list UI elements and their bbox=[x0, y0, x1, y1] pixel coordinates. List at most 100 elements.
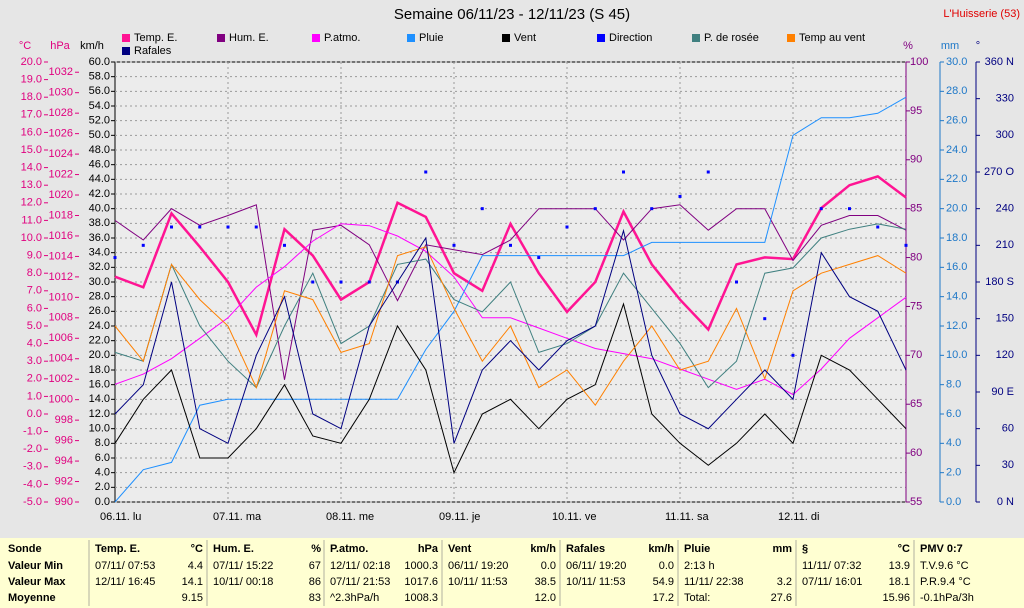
cell-value: 38.5 bbox=[535, 576, 556, 588]
cell-value: 27.6 bbox=[771, 592, 792, 604]
direction-point bbox=[904, 243, 908, 247]
series-line bbox=[114, 228, 907, 445]
y-tick-label: 1.0 bbox=[27, 390, 42, 402]
column-header: Vent bbox=[448, 543, 472, 555]
y-tick-label: 90 E bbox=[991, 386, 1014, 398]
cell-value: 0.0 bbox=[541, 560, 556, 572]
y-tick-label: 48.0 bbox=[89, 144, 110, 156]
row-label: Sonde bbox=[8, 543, 42, 555]
x-tick-label: 11.11. sa bbox=[665, 511, 710, 523]
y-tick-label: 18.0 bbox=[946, 232, 967, 244]
series-line bbox=[114, 302, 907, 475]
legend-label: P.atmo. bbox=[324, 32, 361, 44]
series-line bbox=[114, 175, 907, 339]
y-tick-label: 38.0 bbox=[89, 217, 110, 229]
station: L'Huisserie (53) bbox=[943, 8, 1020, 20]
direction-point bbox=[113, 256, 117, 260]
direction-point bbox=[819, 207, 823, 211]
y-tick-label: 75 bbox=[910, 300, 922, 312]
legend-swatch bbox=[787, 34, 795, 42]
y-tick-label: 990 bbox=[55, 496, 73, 508]
y-tick-label: 6.0 bbox=[95, 452, 110, 464]
legend-label: Temp. E. bbox=[134, 32, 177, 44]
y-tick-label: 1016 bbox=[49, 230, 73, 242]
chart-title: Semaine 06/11/23 - 12/11/23 (S 45) bbox=[394, 6, 630, 23]
direction-point bbox=[509, 243, 512, 247]
y-tick-label: 4.0 bbox=[27, 338, 42, 350]
y-tick-label: 20.0 bbox=[89, 349, 110, 361]
y-tick-label: 2.0 bbox=[95, 481, 110, 493]
y-tick-label: 60 bbox=[1002, 423, 1014, 435]
column-unit: mm bbox=[772, 543, 792, 555]
direction-point bbox=[537, 256, 541, 260]
cell-time: 10/11/ 00:18 bbox=[213, 576, 273, 588]
y-tick-label: 0.0 bbox=[946, 496, 961, 508]
cell-time: ^2.3hPa/h bbox=[330, 592, 379, 604]
axis-unit: % bbox=[903, 40, 913, 52]
y-tick-label: 13.0 bbox=[21, 179, 42, 191]
column-unit: % bbox=[311, 543, 321, 555]
cell-value: 3.2 bbox=[777, 576, 792, 588]
x-tick-label: 08.11. me bbox=[326, 511, 374, 523]
y-tick-label: 95 bbox=[910, 105, 922, 117]
y-tick-label: 1030 bbox=[49, 87, 73, 99]
direction-point bbox=[876, 225, 880, 229]
axis-unit: hPa bbox=[50, 40, 70, 52]
legend-swatch bbox=[407, 34, 415, 42]
y-tick-label: 65 bbox=[910, 398, 922, 410]
y-tick-label: 1006 bbox=[49, 332, 73, 344]
direction-point bbox=[593, 207, 597, 211]
direction-point bbox=[452, 243, 456, 247]
y-tick-label: 70 bbox=[910, 349, 922, 361]
y-tick-label: 8.0 bbox=[27, 267, 42, 279]
y-tick-label: 12.0 bbox=[21, 197, 42, 209]
y-tick-label: 240 bbox=[996, 203, 1014, 215]
x-tick-label: 10.11. ve bbox=[552, 511, 596, 523]
footer bbox=[0, 538, 1024, 608]
y-tick-label: 28.0 bbox=[89, 291, 110, 303]
legend-swatch bbox=[692, 34, 700, 42]
y-tick-label: 992 bbox=[55, 475, 73, 487]
y-tick-label: 100 bbox=[910, 56, 928, 68]
y-tick-label: 36.0 bbox=[89, 232, 110, 244]
direction-point bbox=[480, 207, 484, 211]
column-unit: km/h bbox=[530, 543, 556, 555]
cell-time: -0.1hPa/3h bbox=[920, 592, 974, 604]
cell-time: 12/11/ 16:45 bbox=[95, 576, 155, 588]
y-tick-label: 56.0 bbox=[89, 85, 110, 97]
y-tick-label: -5.0 bbox=[23, 496, 42, 508]
direction-point bbox=[170, 225, 173, 229]
direction-point bbox=[226, 225, 230, 229]
cell-value: 12.0 bbox=[535, 592, 556, 604]
y-tick-label: 150 bbox=[996, 313, 1014, 325]
y-tick-label: 1014 bbox=[49, 250, 73, 262]
y-tick-label: 7.0 bbox=[27, 285, 42, 297]
y-tick-label: 1010 bbox=[49, 291, 73, 303]
column-unit: °C bbox=[898, 543, 910, 555]
series-line bbox=[114, 204, 907, 380]
cell-time: 10/11/ 11:53 bbox=[566, 576, 626, 588]
axis-unit: ° bbox=[976, 40, 980, 52]
y-tick-label: 58.0 bbox=[89, 71, 110, 83]
cell-time: 12/11/ 02:18 bbox=[330, 560, 390, 572]
y-tick-label: 85 bbox=[910, 203, 922, 215]
direction-point bbox=[848, 207, 851, 211]
y-tick-label: 996 bbox=[55, 435, 73, 447]
legend-swatch bbox=[502, 34, 510, 42]
y-tick-label: 28.0 bbox=[946, 85, 967, 97]
cell-time: 07/11/ 07:53 bbox=[95, 560, 155, 572]
cell-time: P.R.9.4 °C bbox=[920, 576, 971, 588]
column-header: § bbox=[802, 543, 808, 555]
y-tick-label: 46.0 bbox=[89, 159, 110, 171]
direction-point bbox=[622, 170, 625, 174]
series-line bbox=[114, 96, 907, 503]
y-tick-label: 8.0 bbox=[946, 379, 961, 391]
y-tick-label: 3.0 bbox=[27, 355, 42, 367]
cell-value: 1017.6 bbox=[404, 576, 438, 588]
y-tick-label: 10.0 bbox=[21, 232, 42, 244]
cell-value: 86 bbox=[309, 576, 321, 588]
y-tick-label: 8.0 bbox=[95, 437, 110, 449]
x-tick-label: 06.11. lu bbox=[100, 511, 141, 523]
cell-time: 06/11/ 19:20 bbox=[566, 560, 626, 572]
